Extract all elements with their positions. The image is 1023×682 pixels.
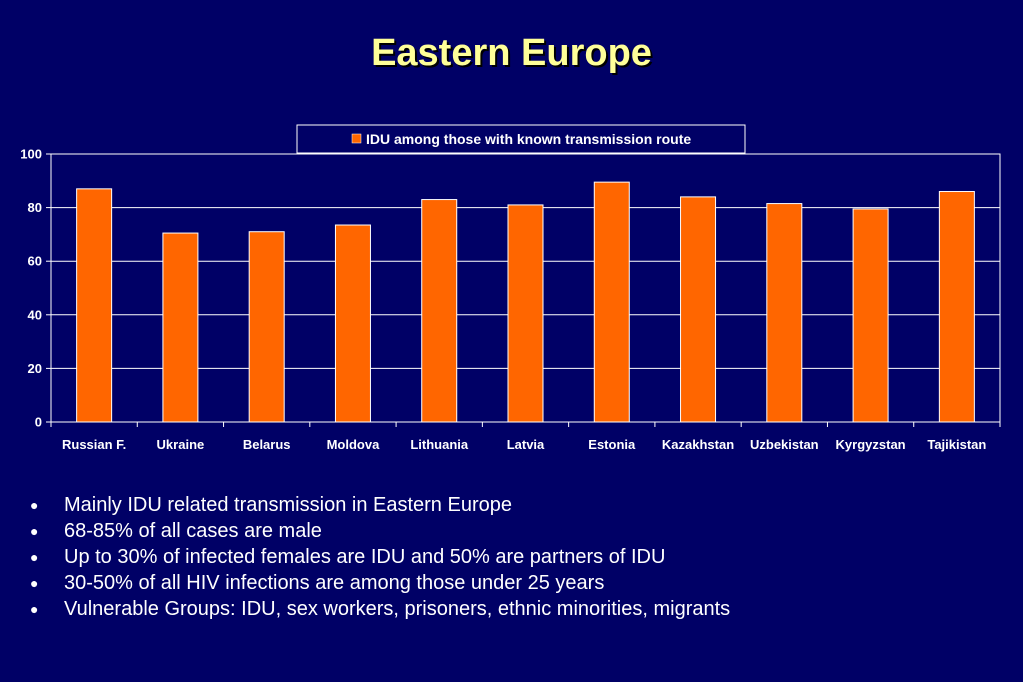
legend-box — [296, 124, 746, 154]
bar — [76, 188, 113, 423]
bullet-list: ● Mainly IDU related transmission in Eas… — [30, 492, 730, 622]
bullet-marker: ● — [30, 549, 39, 565]
legend-swatch — [351, 133, 362, 144]
y-tick-label: 60 — [28, 254, 42, 269]
bar — [162, 232, 199, 423]
bullet-item: ● 30-50% of all HIV infections are among… — [30, 570, 730, 596]
x-tick-label: Estonia — [588, 437, 636, 452]
bar — [421, 199, 458, 423]
x-tick-label: Kyrgyzstan — [836, 437, 906, 452]
bullet-text: Mainly IDU related transmission in Easte… — [64, 494, 512, 516]
bullet-item: ● 68-85% of all cases are male — [30, 518, 730, 544]
bar — [334, 224, 371, 423]
x-tick-label: Russian F. — [62, 437, 126, 452]
bullet-text: Up to 30% of infected females are IDU an… — [64, 546, 666, 568]
legend-label: IDU among those with known transmission … — [366, 131, 691, 147]
y-tick-label: 0 — [35, 415, 42, 430]
bar — [680, 196, 717, 423]
bullet-item: ● Mainly IDU related transmission in Eas… — [30, 492, 730, 518]
x-tick-label: Ukraine — [157, 437, 205, 452]
bar — [593, 181, 630, 423]
bullet-marker: ● — [30, 497, 39, 513]
y-tick-label: 40 — [28, 307, 42, 322]
bullet-text: 68-85% of all cases are male — [64, 520, 322, 542]
bar-chart: IDU among those with known transmission … — [20, 124, 1001, 452]
bullet-marker: ● — [30, 523, 39, 539]
bar — [507, 204, 544, 423]
x-tick-label: Uzbekistan — [750, 437, 819, 452]
bullet-text: 30-50% of all HIV infections are among t… — [64, 572, 605, 594]
slide-title: Eastern Europe — [371, 32, 652, 74]
bullet-marker: ● — [30, 601, 39, 617]
y-tick-label: 20 — [28, 361, 42, 376]
x-tick-label: Latvia — [507, 437, 545, 452]
bar — [852, 208, 889, 423]
bullet-item: ● Vulnerable Groups: IDU, sex workers, p… — [30, 596, 730, 622]
y-tick-label: 100 — [20, 147, 42, 162]
bullet-marker: ● — [30, 575, 39, 591]
y-tick-label: 80 — [28, 200, 42, 215]
bar — [766, 203, 803, 423]
bar — [248, 231, 285, 423]
x-tick-label: Kazakhstan — [662, 437, 734, 452]
x-tick-label: Lithuania — [410, 437, 469, 452]
x-tick-label: Belarus — [243, 437, 291, 452]
bar — [938, 191, 975, 423]
x-tick-label: Moldova — [327, 437, 380, 452]
bullet-item: ● Up to 30% of infected females are IDU … — [30, 544, 730, 570]
x-tick-label: Tajikistan — [927, 437, 986, 452]
bullet-text: Vulnerable Groups: IDU, sex workers, pri… — [64, 598, 731, 620]
